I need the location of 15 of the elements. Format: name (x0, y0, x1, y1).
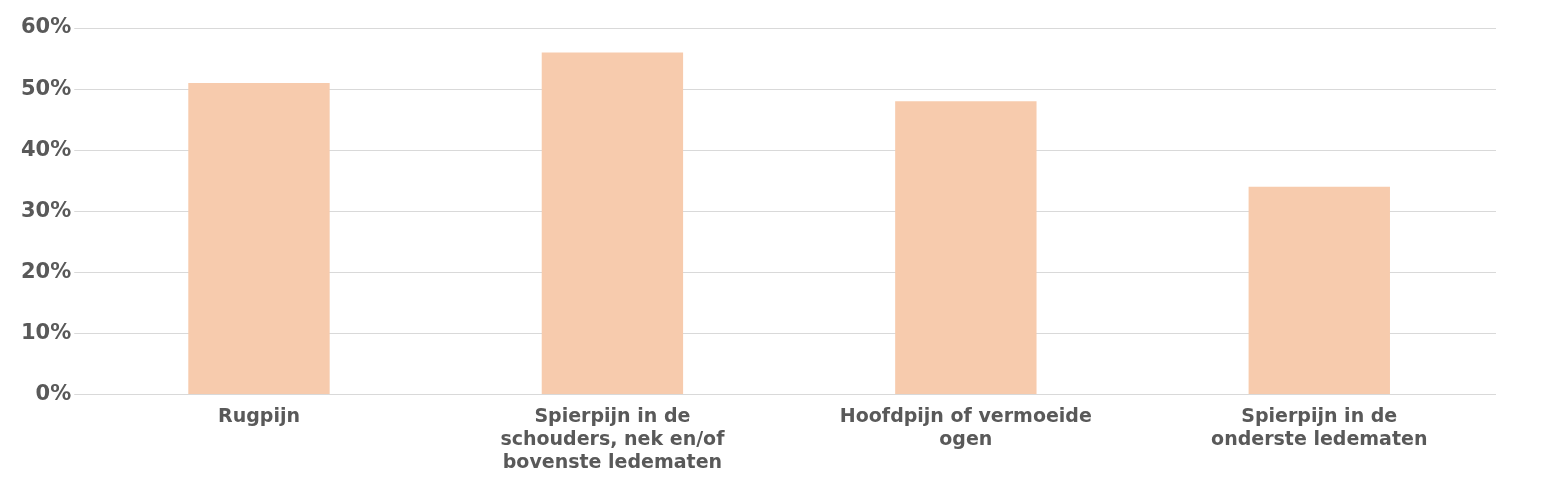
x-tick-label: Spierpijn in de onderste ledematen (1211, 403, 1428, 449)
y-tick-label: 40% (21, 136, 72, 161)
bar (541, 52, 684, 395)
x-tick-label: Hoofdpijn of vermoeide ogen (839, 403, 1092, 449)
y-tick-label: 50% (21, 75, 72, 100)
bar (188, 82, 330, 395)
x-tick-label: Spierpijn in de schouders, nek en/of bovenste ledematen (500, 403, 726, 472)
y-tick-label: 20% (21, 258, 72, 283)
y-tick-label: 60% (21, 14, 72, 39)
y-tick-label: 30% (21, 197, 72, 222)
bar (895, 101, 1037, 395)
bar (1248, 186, 1390, 395)
x-tick-label: Rugpijn (218, 403, 300, 426)
y-tick-label: 10% (21, 319, 72, 344)
y-tick-label: 0% (35, 381, 72, 406)
